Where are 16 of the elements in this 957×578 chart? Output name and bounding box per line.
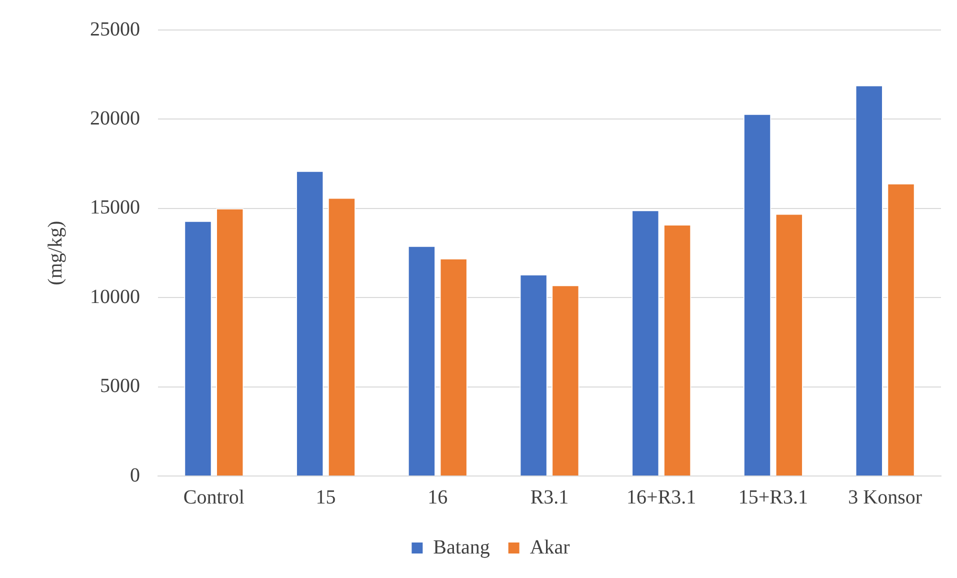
x-tick-label: 15 (316, 486, 336, 508)
legend-label: Batang (433, 536, 490, 558)
y-axis-title: (mg/kg) (44, 220, 66, 286)
y-tick-label: 15000 (90, 196, 140, 219)
y-tick-label: 20000 (90, 107, 140, 130)
x-tick-label: R3.1 (530, 486, 569, 508)
legend-label: Akar (530, 536, 570, 558)
x-tick-label: 3 Konsor (848, 486, 922, 508)
y-tick-label: 10000 (90, 286, 140, 308)
x-tick-label: 15+R3.1 (738, 486, 808, 508)
x-tick-label: Control (183, 486, 245, 508)
y-tick-label: 0 (130, 464, 140, 486)
x-tick-label: 16 (428, 486, 448, 508)
y-tick-label: 25000 (90, 18, 140, 40)
x-tick-label: 16+R3.1 (626, 486, 696, 508)
y-tick-label: 5000 (100, 375, 140, 398)
